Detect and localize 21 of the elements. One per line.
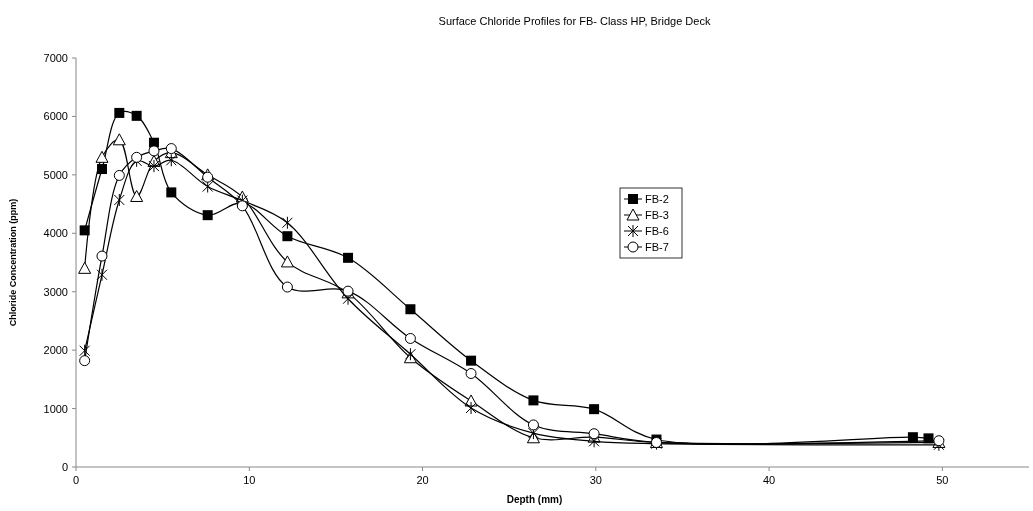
- x-tick-label: 30: [589, 474, 602, 486]
- x-axis-title: Depth (mm): [506, 494, 563, 505]
- y-axis-title: Chloride Concentration (ppm): [8, 198, 18, 327]
- y-tick-label: 1000: [43, 402, 68, 415]
- legend-label: FB-6: [645, 225, 669, 237]
- x-tick-label: 0: [72, 474, 80, 486]
- x-tick-label: 40: [762, 474, 776, 486]
- y-tick-label: 3000: [43, 285, 68, 298]
- chart-title: Surface Chloride Profiles for FB- Class HP, Bridge Deck: [438, 15, 711, 27]
- y-tick-label: 5000: [43, 168, 68, 181]
- x-tick-label: 20: [416, 474, 429, 486]
- legend-label: FB-2: [645, 193, 669, 205]
- y-tick-label: 2000: [43, 344, 68, 357]
- x-tick-label: 10: [243, 474, 256, 486]
- y-tick-label: 7000: [43, 52, 68, 64]
- y-tick-label: 4000: [43, 227, 68, 240]
- legend-label: FB-3: [645, 209, 669, 221]
- x-tick-label: 50: [936, 474, 949, 486]
- y-tick-label: 6000: [43, 110, 68, 123]
- y-tick-label: 0: [61, 461, 68, 473]
- legend-label: FB-7: [645, 241, 669, 253]
